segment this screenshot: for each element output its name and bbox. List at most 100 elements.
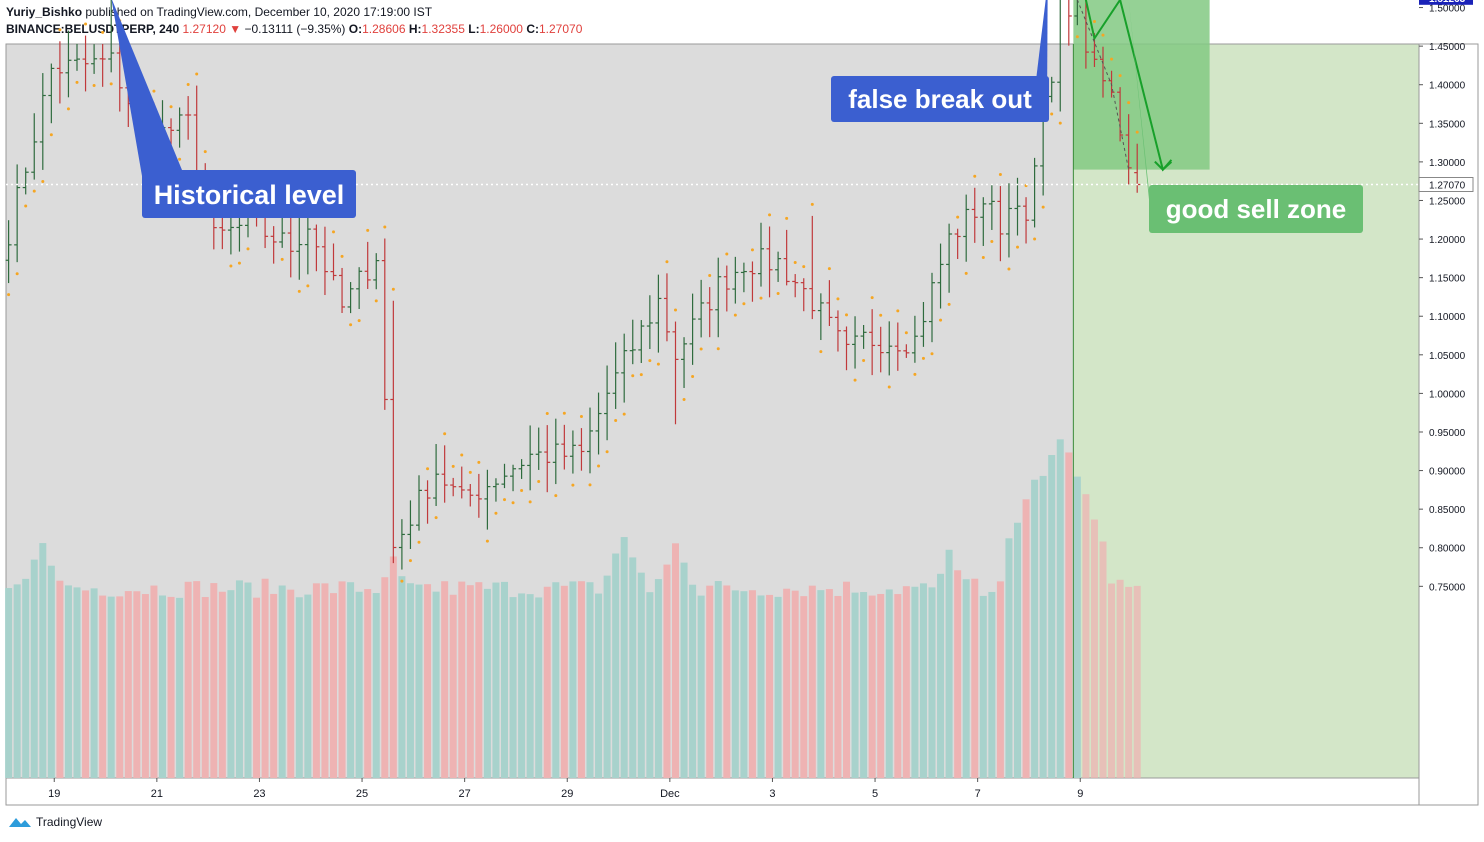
y-tick-label: 1.00000 <box>1429 389 1466 400</box>
volume-bar <box>1022 499 1030 778</box>
volume-bar <box>1056 439 1064 778</box>
close-label: C: <box>526 22 539 36</box>
volume-bar <box>227 590 235 778</box>
sar-dot <box>332 230 335 234</box>
volume-bar <box>389 556 397 778</box>
volume-bar <box>73 587 81 778</box>
sar-dot <box>810 202 814 206</box>
header-symbol-line: BINANCE:BELUSDTPERP, 240 1.27120 ▼ −0.13… <box>6 22 582 36</box>
volume-bar <box>338 581 346 778</box>
sar-dot <box>819 350 823 354</box>
sar-dot <box>49 133 53 137</box>
close-value: 1.27070 <box>539 22 583 36</box>
sar-dot <box>528 500 532 504</box>
volume-bar <box>261 578 269 778</box>
callout-box-historical-level[interactable] <box>142 170 356 218</box>
callout-pointer <box>1128 0 1151 219</box>
sar-dot <box>699 347 703 351</box>
sar-dot <box>408 559 412 563</box>
volume-bar <box>176 597 184 778</box>
sar-dot <box>656 362 660 366</box>
sar-dot <box>973 174 977 178</box>
sar-dot <box>75 80 79 84</box>
volume-bar <box>885 589 893 778</box>
sar-dot <box>562 411 566 415</box>
sar-dot <box>520 489 524 493</box>
volume-bar <box>740 591 748 778</box>
volume-bar <box>304 594 312 778</box>
open-value: 1.28606 <box>362 22 406 36</box>
volume-bar <box>680 562 688 778</box>
volume-bar <box>432 591 440 778</box>
sar-dot <box>862 358 866 362</box>
volume-bar <box>834 595 842 778</box>
volume-bar <box>287 589 295 778</box>
volume-bar <box>552 582 560 778</box>
sar-dot <box>964 271 968 275</box>
last-price-tag-label: 1.27070 <box>1429 181 1466 192</box>
sar-dot <box>357 319 361 323</box>
sar-dot <box>631 374 635 378</box>
volume-bar <box>1014 522 1021 778</box>
volume-bar <box>646 592 654 778</box>
sar-dot <box>58 28 62 32</box>
callout-pointer <box>111 0 182 176</box>
y-tick-label: 1.20000 <box>1429 235 1466 246</box>
volume-bar <box>1065 452 1073 778</box>
sar-dot <box>306 284 310 288</box>
sar-dot <box>682 398 686 402</box>
volume-bar <box>911 586 919 778</box>
y-tick-label: 1.45000 <box>1429 42 1466 53</box>
volume-bar <box>424 584 432 778</box>
volume-bar <box>518 593 526 778</box>
footer-brand[interactable]: TradingView <box>8 815 102 829</box>
high-label: H: <box>408 22 422 36</box>
sar-dot <box>229 264 233 268</box>
sar-dot <box>1101 33 1105 37</box>
volume-bar <box>560 585 568 778</box>
volume-bar <box>629 557 637 778</box>
sar-dot <box>1092 20 1096 24</box>
sar-dot <box>169 105 173 109</box>
volume-bar <box>706 585 714 778</box>
volume-bar <box>159 595 166 778</box>
volume-bar <box>937 573 945 778</box>
low-label: L: <box>468 22 480 36</box>
level-price-tag <box>1419 0 1473 5</box>
header-publisher-line: Yuriy_Bishko published on TradingView.co… <box>6 5 432 19</box>
publisher-name[interactable]: Yuriy_Bishko <box>6 5 83 19</box>
symbol-label[interactable]: BINANCE:BELUSDTPERP, 240 <box>6 22 180 36</box>
sar-dot <box>904 331 908 335</box>
volume-bar <box>577 581 585 778</box>
volume-bar <box>637 572 645 778</box>
sar-dot <box>571 483 575 487</box>
volume-bar <box>860 592 868 778</box>
callout-box-false-breakout[interactable] <box>831 76 1049 122</box>
volume-bar <box>5 588 13 778</box>
y-tick-label: 0.85000 <box>1429 505 1466 516</box>
volume-bar <box>1116 579 1124 778</box>
sar-dot <box>24 204 28 208</box>
volume-bar <box>312 583 320 778</box>
volume-bar <box>201 597 209 778</box>
x-tick-label: 19 <box>48 788 60 800</box>
volume-bar <box>492 582 500 778</box>
y-axis-panel <box>1418 43 1479 806</box>
volume-bar <box>1133 585 1141 778</box>
sar-dot <box>759 296 763 300</box>
volume-bar <box>825 589 833 778</box>
y-tick-label: 0.75000 <box>1429 582 1466 593</box>
volume-bar <box>218 591 226 778</box>
callout-box-good-sell-zone[interactable] <box>1149 185 1363 233</box>
last-price-tag <box>1418 177 1474 193</box>
sar-dot <box>887 385 891 389</box>
volume-bar <box>509 597 517 778</box>
volume-bar <box>47 565 55 778</box>
sar-dot <box>913 372 917 376</box>
volume-bar <box>278 585 286 778</box>
sar-dot <box>297 289 301 293</box>
y-tick-label: 1.50000 <box>1429 4 1466 15</box>
volume-bar <box>714 581 722 778</box>
volume-bar <box>868 595 876 778</box>
